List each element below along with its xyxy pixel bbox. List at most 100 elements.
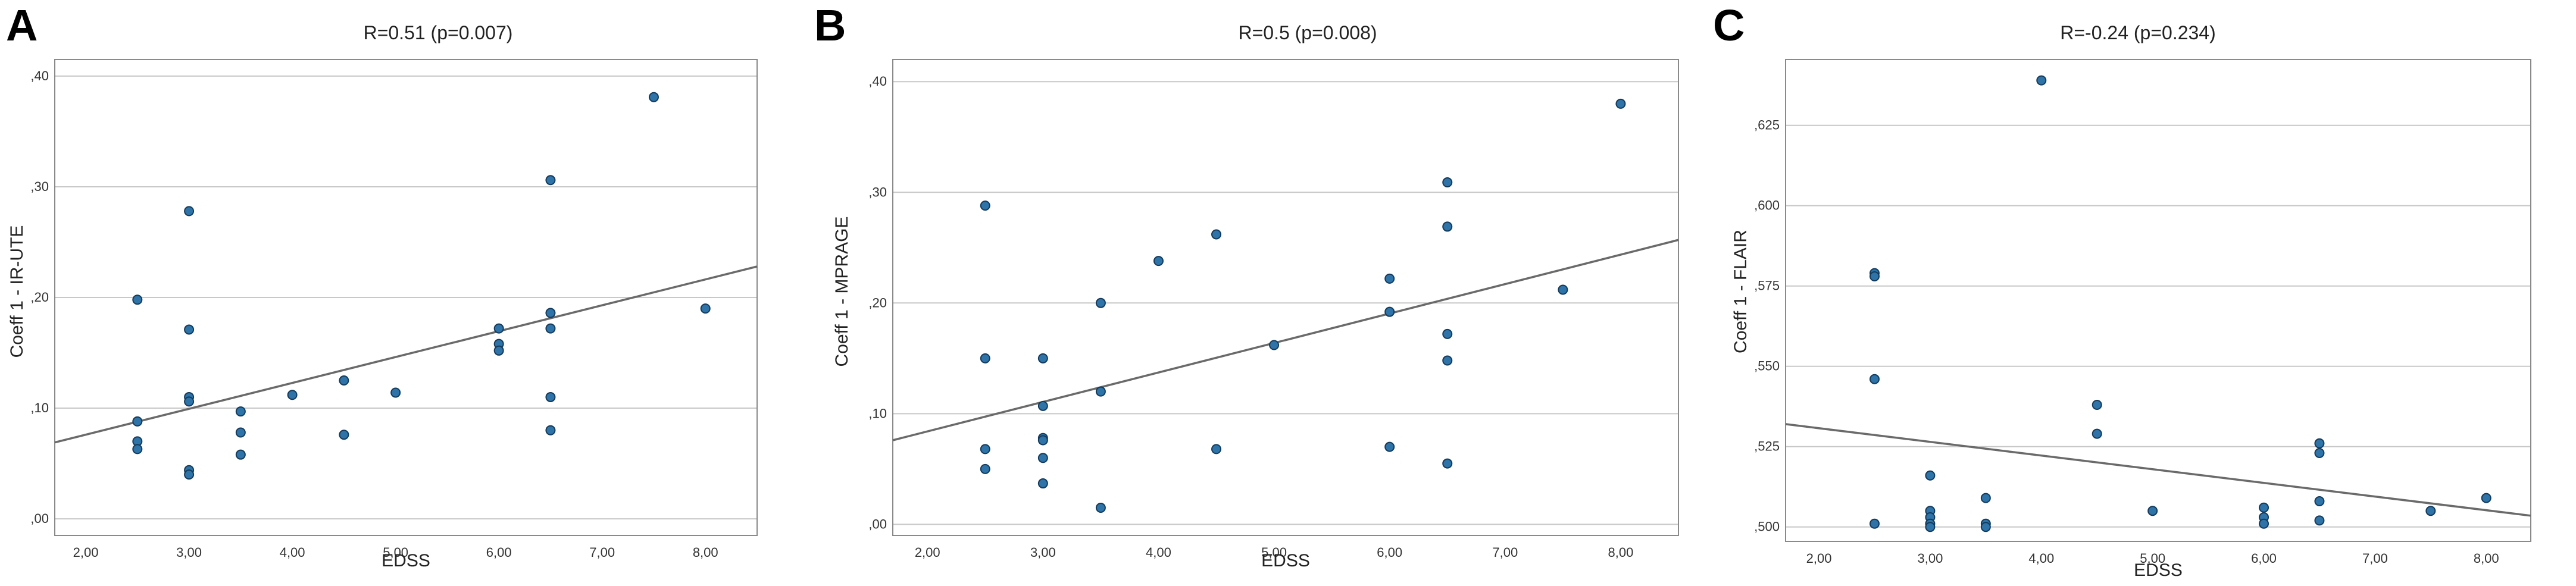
chart-c-x-tick-label: 5,00 [2140, 551, 2165, 566]
chart-c-data-point [2259, 518, 2269, 529]
chart-a-data-point [184, 469, 195, 480]
chart-c-data-point [1869, 271, 1880, 281]
chart-c-data-point [2092, 428, 2102, 439]
chart-a-points [132, 92, 711, 480]
chart-c-y-tick-label: ,575 [1754, 278, 1780, 293]
chart-b-data-point [1037, 453, 1048, 463]
chart-c-fit-line [1785, 423, 2531, 517]
chart-a-data-point [235, 449, 246, 460]
chart-c-data-point [2314, 438, 2325, 449]
chart-b-data-point [1095, 297, 1106, 308]
chart-b-points [980, 98, 1626, 513]
chart-b-data-point [1558, 284, 1568, 295]
chart-a-x-tick-label: 7,00 [589, 545, 615, 560]
chart-c-title: R=-0.24 (p=0.234) [2060, 22, 2216, 43]
chart-b-data-point [1269, 340, 1280, 350]
chart-a-y-tick-label: ,30 [30, 179, 49, 194]
chart-a-data-point [184, 396, 195, 407]
chart-c-data-point [1925, 470, 1936, 481]
chart-a-data-point [545, 391, 556, 402]
chart-a-grid [55, 75, 757, 520]
chart-b-x-tick-label: 7,00 [1492, 545, 1518, 560]
chart-a-y-tick-label: ,00 [30, 511, 49, 526]
chart-c-data-point [2314, 448, 2325, 458]
chart-a-x-tick-label: 3,00 [176, 545, 202, 560]
chart-b-data-point [980, 200, 990, 211]
chart-c-data-point [1980, 522, 1991, 532]
chart-a-title: R=0.51 (p=0.007) [364, 22, 513, 43]
chart-a-data-point [132, 294, 143, 305]
chart-c-y-tick-label: ,525 [1754, 439, 1780, 454]
chart-c-data-point [2314, 496, 2325, 506]
chart-c-x-ticks: 2,00 3,00 4,00 5,00 6,00 7,00 8,00 [1806, 551, 2499, 566]
chart-c-data-point [2425, 506, 2436, 516]
chart-a-y-tick-label: ,10 [30, 400, 49, 415]
chart-c-data-point [1869, 518, 1880, 529]
chart-a-x-tick-label: 4,00 [280, 545, 305, 560]
chart-c-y-ticks: ,500 ,525 ,550 ,575 ,600 ,625 [1754, 118, 1780, 534]
chart-b-grid [893, 81, 1678, 525]
chart-a-data-point [339, 430, 349, 440]
chart-c-data-point [2147, 506, 2158, 516]
chart-b-x-tick-label: 3,00 [1030, 545, 1056, 560]
chart-b-x-tick-label: 4,00 [1146, 545, 1171, 560]
chart-b-data-point [1615, 98, 1626, 109]
chart-c-data-point [1869, 374, 1880, 384]
chart-b-data-point [1095, 502, 1106, 513]
chart-c-x-tick-label: 8,00 [2474, 551, 2499, 566]
chart-b-data-point [1037, 478, 1048, 489]
chart-a-data-point [648, 92, 659, 102]
chart-a-fit-line [54, 265, 758, 444]
chart-a-x-tick-label: 5,00 [383, 545, 408, 560]
chart-c-x-tick-label: 3,00 [1918, 551, 1943, 566]
chart-c-plot-frame [1785, 59, 2531, 542]
chart-c-data-point [2092, 400, 2102, 410]
chart-c-y-tick-label: ,600 [1754, 198, 1780, 213]
chart-a-data-point [235, 406, 246, 417]
chart-a-y-axis-label: Coeff 1 - IR-UTE [7, 225, 27, 358]
chart-c-data-point [2314, 515, 2325, 526]
chart-b-title: R=0.5 (p=0.008) [1238, 22, 1377, 43]
chart-b-data-point [1384, 273, 1395, 284]
chart-a-data-point [132, 416, 143, 427]
chart-a-data-point [132, 444, 143, 455]
chart-c-data-point [2036, 75, 2047, 86]
chart-a-data-point [493, 323, 504, 334]
chart-b-data-point [1037, 400, 1048, 411]
chart-b-data-point [1384, 441, 1395, 452]
chart-b-data-point [1442, 221, 1453, 232]
panel-letter-b: B [814, 1, 846, 50]
chart-b-data-point [980, 444, 990, 455]
chart-c-grid [1786, 124, 2531, 528]
chart-c-data-point [1980, 493, 1991, 503]
chart-a-data-point [700, 303, 711, 314]
chart-b-data-point [980, 463, 990, 474]
chart-a-data-point [287, 390, 298, 400]
chart-a-x-axis-label: EDSS [382, 551, 430, 571]
panel-letter-a: A [6, 1, 37, 50]
chart-a-x-tick-label: 8,00 [693, 545, 718, 560]
chart-b-data-point [1095, 386, 1106, 397]
chart-a-data-point [545, 425, 556, 435]
chart-b-data-point [1211, 229, 1222, 240]
chart-a-x-ticks: 2,00 3,00 4,00 5,00 6,00 7,00 8,00 [73, 545, 718, 560]
chart-a-data-point [184, 324, 195, 335]
chart-c-data-point [2259, 502, 2269, 513]
chart-b-y-ticks: ,00 ,10 ,20 ,30 ,40 [868, 74, 887, 531]
chart-b-x-tick-label: 8,00 [1608, 545, 1634, 560]
chart-b-data-point [1211, 444, 1222, 455]
panel-b: B R=0.5 (p=0.008) ,00 ,10 ,20 ,30 ,40 2,00 3,… [814, 1, 1679, 571]
chart-a-y-tick-label: ,20 [30, 290, 49, 305]
chart-b-y-tick-label: ,30 [868, 184, 887, 199]
chart-b-fit-line [892, 239, 1679, 441]
chart-a-y-tick-label: ,40 [30, 68, 49, 83]
chart-c-points [1869, 75, 2491, 532]
chart-c-y-tick-label: ,625 [1754, 118, 1780, 133]
chart-b-y-tick-label: ,20 [868, 295, 887, 310]
chart-b-data-point [1037, 353, 1048, 363]
chart-b-data-point [1442, 458, 1453, 469]
chart-b-y-axis-label: Coeff 1 - MPRAGE [832, 217, 852, 367]
chart-a-data-point [184, 206, 195, 217]
chart-a-data-point [390, 387, 401, 398]
